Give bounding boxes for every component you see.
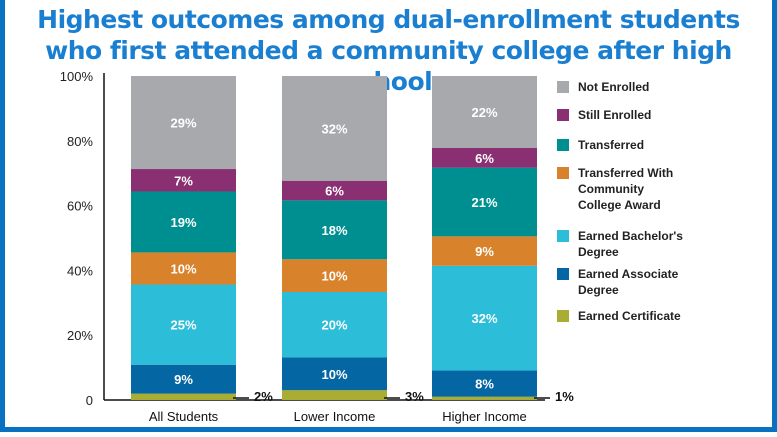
data-label: 7% [174, 173, 193, 188]
legend-label: Earned Certificate [578, 308, 748, 324]
data-label: 6% [475, 151, 494, 166]
bar-segment [432, 76, 537, 148]
y-tick-label: 100% [60, 69, 94, 84]
bar-segment [432, 265, 537, 371]
bar-segment [131, 169, 236, 192]
bar-segment [432, 167, 537, 237]
legend-swatch [557, 268, 569, 280]
bar-segment [282, 180, 387, 201]
legend-label-line: Earned Certificate [578, 309, 681, 323]
title-line-2: who first attended a community college a… [45, 36, 732, 96]
y-tick-label: 40% [67, 263, 93, 278]
legend-label-line: Earned Associate [578, 267, 679, 281]
data-label: 3% [405, 389, 424, 404]
data-label: 21% [471, 195, 497, 210]
y-tick-label: 80% [67, 134, 93, 149]
data-label: 20% [321, 318, 347, 333]
bar-segment [282, 390, 387, 400]
bar-segment [131, 393, 236, 400]
legend-label-line: Community [578, 182, 644, 196]
legend-label-line: College Award [578, 198, 661, 212]
legend-label-line: Still Enrolled [578, 108, 652, 122]
data-label: 10% [170, 261, 196, 276]
data-label: 22% [471, 105, 497, 120]
legend-label-line: Transferred With [578, 166, 674, 180]
data-label: 32% [471, 311, 497, 326]
y-tick-label: 0 [86, 393, 93, 408]
bar-segment [432, 148, 537, 168]
legend-label: Earned Bachelor's Degree [578, 228, 748, 260]
legend-swatch [557, 310, 569, 322]
legend-label: Earned Associate Degree [578, 266, 748, 298]
data-label: 19% [170, 215, 196, 230]
bar-segment [282, 357, 387, 391]
legend-swatch [557, 230, 569, 242]
legend-label-line: Earned Bachelor's [578, 229, 683, 243]
data-label: 18% [321, 223, 347, 238]
bar-segment [131, 364, 236, 394]
legend-label-line: Not Enrolled [578, 80, 650, 94]
title-line-1: Highest outcomes among dual-enrollment s… [37, 5, 740, 34]
bar-segment [432, 396, 537, 400]
legend-swatch [557, 81, 569, 93]
legend-label-line: Transferred [578, 138, 645, 152]
legend-label: Still Enrolled [578, 107, 748, 123]
x-category-label: All Students [149, 409, 219, 424]
legend-label: Not Enrolled [578, 79, 748, 95]
y-tick-label: 60% [67, 199, 93, 214]
bar-segment [131, 252, 236, 285]
bar-segment [282, 76, 387, 181]
data-label: 8% [475, 377, 494, 392]
legend-label-line: Degree [578, 283, 619, 297]
bar-segment [282, 200, 387, 260]
y-tick-label: 20% [67, 328, 93, 343]
bar-segment [131, 76, 236, 170]
bar-segment [131, 191, 236, 253]
data-label: 32% [321, 121, 347, 136]
legend-swatch [557, 139, 569, 151]
data-label: 6% [325, 184, 344, 199]
legend-swatch [557, 109, 569, 121]
data-label: 10% [321, 367, 347, 382]
data-label: 1% [555, 389, 574, 404]
data-label: 29% [170, 116, 196, 131]
bar-segment [131, 284, 236, 365]
bar-segment [432, 370, 537, 397]
stacked-bar-chart: 0 20% 40% 60% 80% 100% 2% 9% 25% 10% 19% 7% 29% All S… [60, 69, 574, 424]
legend-label-line: Degree [578, 245, 619, 259]
bar-segment [282, 292, 387, 358]
bar-segment [282, 259, 387, 292]
x-category-label: Lower Income [294, 409, 376, 424]
x-category-label: Higher Income [442, 409, 527, 424]
data-label: 9% [174, 372, 193, 387]
legend-label: Transferred With Community College Award [578, 165, 748, 213]
data-label: 10% [321, 269, 347, 284]
bar-segment [432, 236, 537, 266]
legend-swatch [557, 167, 569, 179]
data-label: 25% [170, 318, 196, 333]
data-label: 9% [475, 244, 494, 259]
legend-label: Transferred [578, 137, 748, 153]
data-label: 2% [254, 389, 273, 404]
chart-title: Highest outcomes among dual-enrollment s… [5, 4, 772, 97]
